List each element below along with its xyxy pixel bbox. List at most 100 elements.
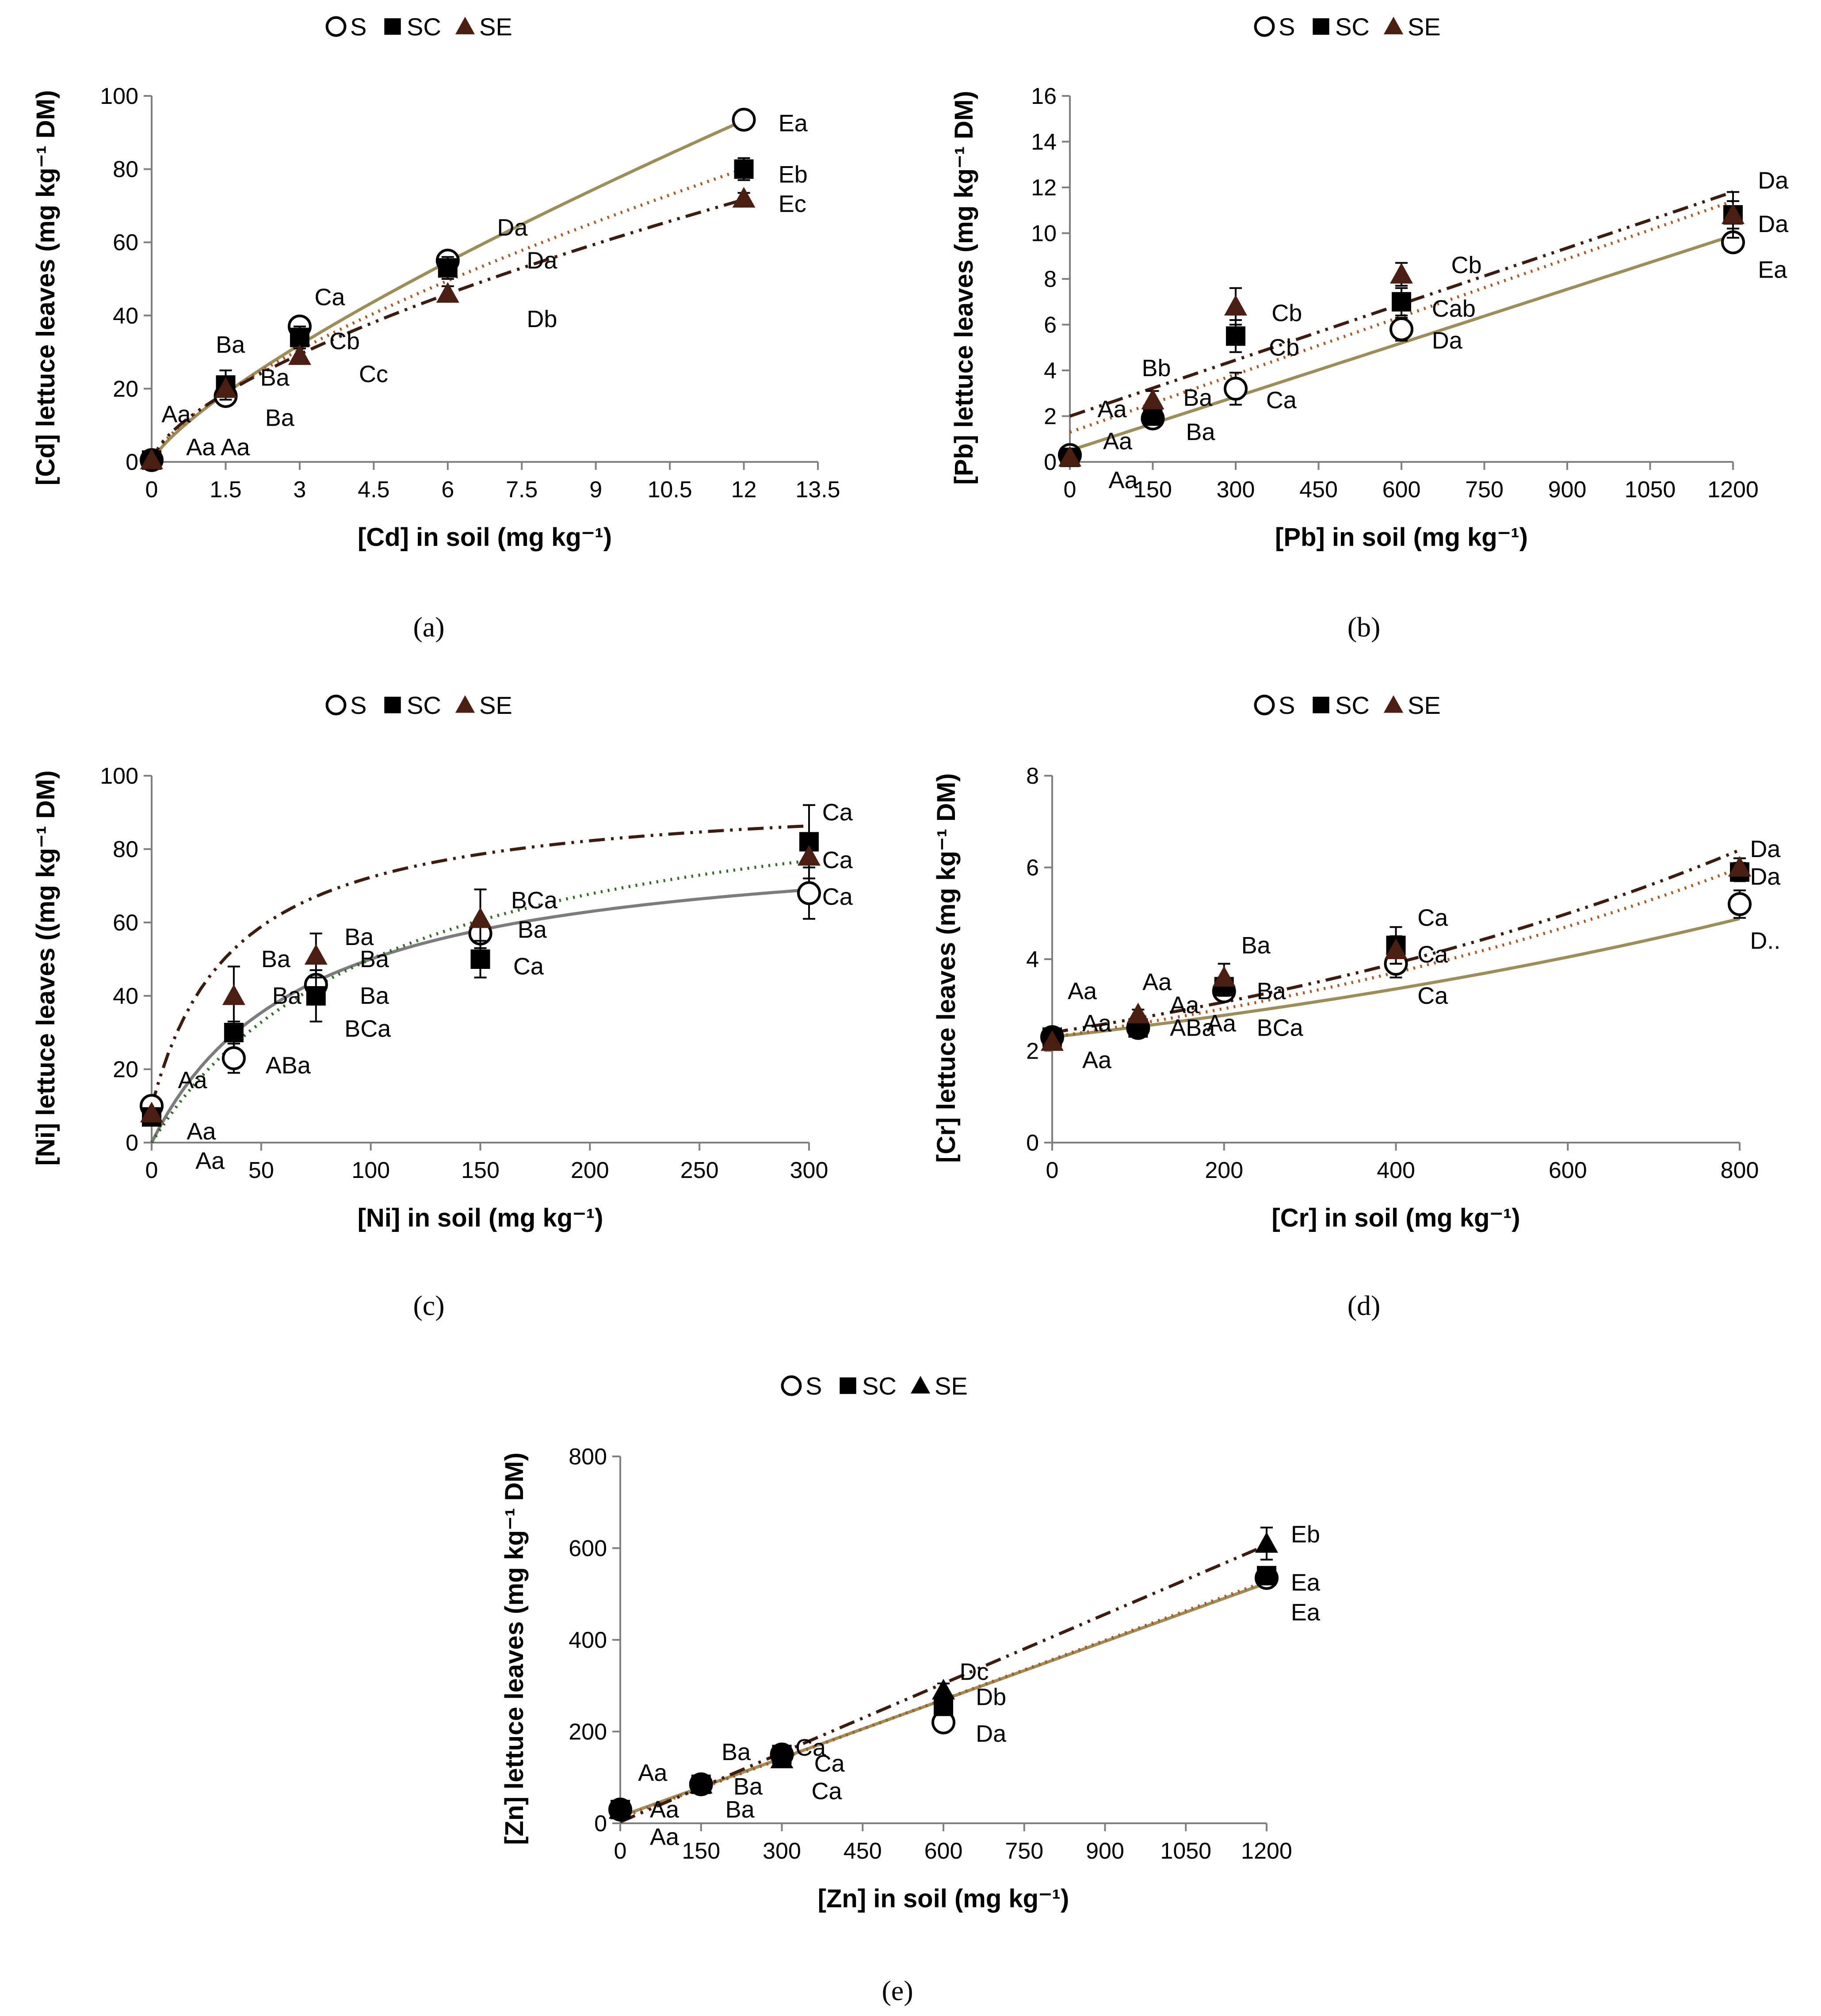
- y-tick-label: 10: [1031, 221, 1057, 247]
- significance-label: Aa: [1068, 978, 1097, 1005]
- chart-d: 0 2 4 6 8 0 200 400 600 800 [Cr] in soil (mg kg⁻¹)…: [932, 691, 1781, 1321]
- y-tick-label: 6: [1026, 855, 1039, 881]
- panel-caption: (c): [413, 1290, 444, 1321]
- significance-label: Da: [976, 1721, 1007, 1747]
- significance-label: Ba: [360, 983, 389, 1009]
- legend-label-SE: SE: [935, 1372, 968, 1400]
- significance-label: Aa: [1082, 1010, 1112, 1037]
- significance-label: Ca: [314, 284, 345, 310]
- trendline-SC: [1069, 199, 1734, 434]
- y-tick-label: 8: [1044, 267, 1057, 292]
- legend-marker-S: [781, 1375, 802, 1396]
- y-axis-title: [Zn] lettuce leaves (mg kg⁻¹ DM): [500, 1452, 529, 1845]
- legend-label-S: S: [350, 691, 366, 719]
- panel-caption: (a): [413, 611, 444, 643]
- y-tick-label: 100: [100, 763, 138, 789]
- x-tick-label: 0: [145, 477, 158, 503]
- significance-label: Aa: [1103, 428, 1133, 454]
- significance-label: Db: [527, 306, 557, 332]
- y-tick-label: 20: [113, 1057, 138, 1082]
- y-axis-title: [Cd] lettuce leaves (mg kg⁻¹ DM): [31, 90, 60, 485]
- x-tick-label: 300: [763, 1838, 801, 1864]
- legend-marker-SC: [384, 18, 401, 35]
- significance-label: Eb: [779, 161, 808, 188]
- significance-label: Da: [1758, 211, 1789, 237]
- significance-label: ABa: [266, 1052, 311, 1079]
- y-tick-label: 60: [113, 230, 138, 255]
- point-SC: [1226, 326, 1245, 346]
- point-SE: [1728, 856, 1751, 877]
- point-S: [1728, 892, 1752, 916]
- significance-label: Aa: [161, 401, 191, 427]
- legend-marker-S: [1254, 16, 1275, 37]
- x-axis-title: [Cr] in soil (mg kg⁻¹): [1271, 1204, 1520, 1232]
- significance-label: Aa: [650, 1796, 680, 1823]
- x-tick-label: 3: [293, 477, 306, 503]
- y-tick-label: 8: [1026, 763, 1039, 789]
- point-SE: [304, 944, 328, 965]
- x-tick-label: 6: [441, 477, 454, 503]
- y-tick-label: 2: [1044, 404, 1057, 430]
- significance-label: Da: [497, 214, 528, 241]
- trendline-SC: [150, 859, 809, 1143]
- significance-label: Ca: [1266, 387, 1297, 413]
- significance-label: Ca: [513, 953, 544, 980]
- significance-label: ABa: [1170, 1015, 1215, 1041]
- legend-marker-SE: [910, 1376, 931, 1394]
- significance-label: Ba: [260, 365, 290, 391]
- point-SE: [1126, 1002, 1150, 1024]
- point-SE: [140, 1101, 163, 1123]
- y-tick-label: 800: [569, 1444, 607, 1470]
- significance-label: Cab: [1432, 295, 1476, 322]
- chart-c: 0 20 40 60 80 100 0 50 100 150 200 250 300 [Ni] in so…: [31, 691, 853, 1321]
- x-axis-title: [Pb] in soil (mg kg⁻¹): [1275, 523, 1528, 552]
- y-tick-label: 2: [1026, 1039, 1039, 1064]
- legend-marker-SE: [1383, 695, 1404, 713]
- significance-label: Aa: [650, 1824, 680, 1850]
- legend-label-SC: SC: [1335, 13, 1370, 41]
- legend-marker-S: [325, 16, 347, 37]
- panel-caption: (e): [882, 1975, 913, 2006]
- legend-label-SE: SE: [1408, 13, 1441, 41]
- point-SC: [438, 258, 458, 278]
- x-tick-label: 750: [1465, 477, 1504, 503]
- legend-label-SC: SC: [1335, 691, 1370, 719]
- legend-label-S: S: [1279, 691, 1295, 719]
- y-tick-label: 6: [1044, 312, 1057, 338]
- x-axis-title: [Cd] in soil (mg kg⁻¹): [358, 523, 612, 552]
- significance-label: Ca: [812, 1778, 843, 1804]
- point-SE: [1255, 1532, 1278, 1553]
- significance-label: D..: [1750, 928, 1780, 954]
- x-tick-label: 900: [1086, 1838, 1124, 1864]
- point-SE: [1224, 295, 1247, 316]
- legend-marker-S: [1254, 694, 1275, 716]
- significance-label: Ba: [733, 1773, 763, 1800]
- significance-label: Ea: [1758, 256, 1787, 283]
- y-tick-label: 80: [113, 157, 138, 183]
- significance-label: Ea: [1291, 1599, 1321, 1626]
- significance-label: Aa: [1142, 969, 1172, 995]
- significance-label: Dc: [960, 1659, 989, 1685]
- y-tick-label: 4: [1026, 947, 1039, 972]
- point-S: [1390, 317, 1413, 341]
- x-tick-label: 0: [614, 1838, 627, 1864]
- legend-label-SE: SE: [479, 691, 512, 719]
- significance-label: Ba: [265, 405, 295, 431]
- y-tick-label: 80: [113, 837, 138, 862]
- significance-label: Ca: [1417, 983, 1448, 1009]
- y-tick-label: 0: [1026, 1130, 1039, 1156]
- y-tick-label: 40: [113, 983, 138, 1009]
- point-SC: [470, 949, 490, 969]
- significance-label: Ca: [1417, 905, 1448, 931]
- x-tick-label: 250: [680, 1158, 719, 1183]
- point-SC: [1257, 1566, 1276, 1585]
- significance-label: Aa: [187, 1118, 216, 1145]
- x-tick-label: 1050: [1625, 477, 1676, 503]
- point-SE: [222, 984, 245, 1005]
- panel-caption: (d): [1348, 1290, 1381, 1321]
- significance-label: Ea: [779, 110, 808, 137]
- chart-a: 0 20 40 60 80 100 0 1.5 3 4.5 6 7.5 9 10.5 12 13.5 [Cd] …: [31, 13, 840, 643]
- significance-label: Ec: [779, 191, 806, 217]
- legend-marker-SC: [1313, 697, 1329, 713]
- point-SE: [1722, 203, 1745, 224]
